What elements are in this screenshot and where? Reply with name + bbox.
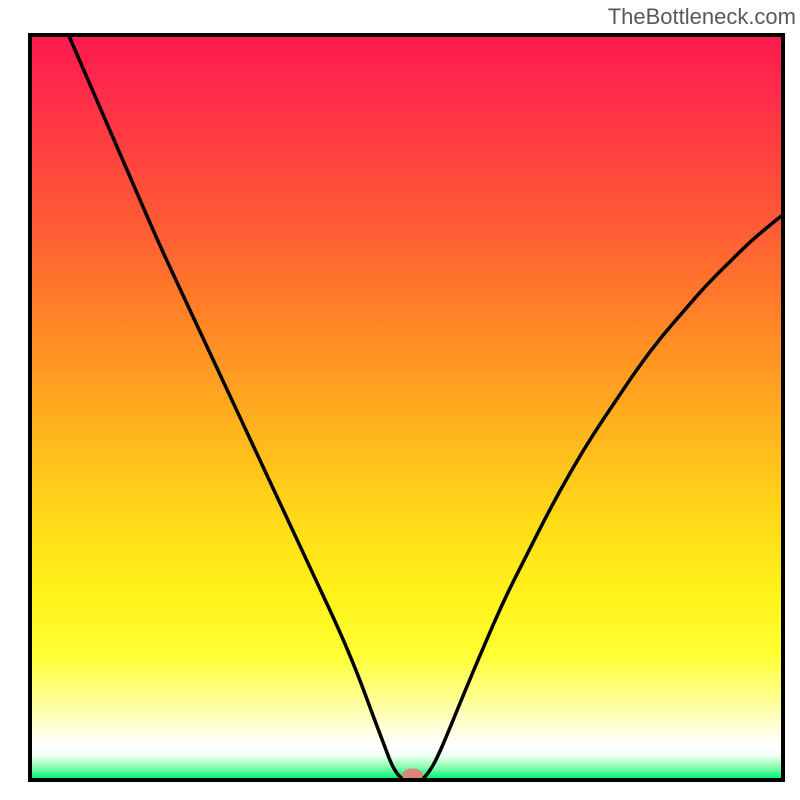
chart-container: TheBottleneck.com: [0, 0, 800, 800]
gradient-background: [32, 37, 781, 778]
bottleneck-curve-chart: [0, 0, 800, 800]
watermark-text: TheBottleneck.com: [608, 4, 796, 30]
